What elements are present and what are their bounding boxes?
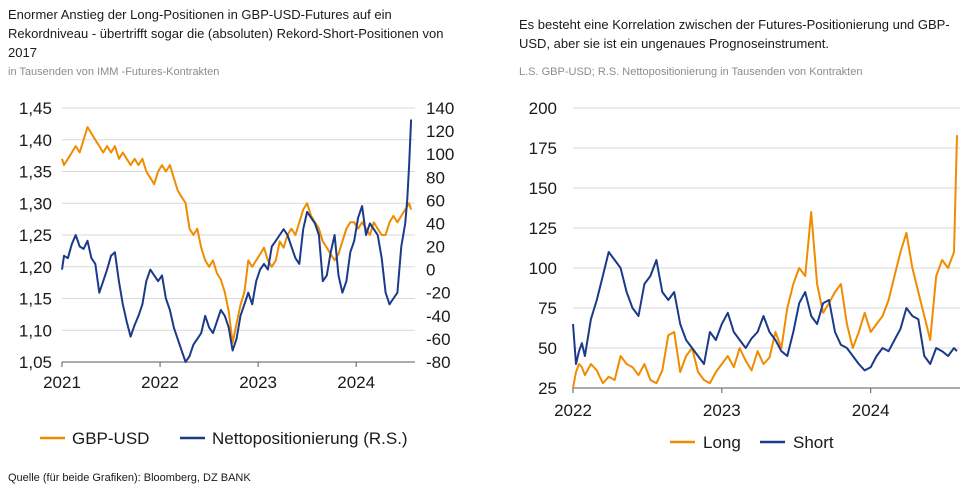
x-tick-label: 2023 [703,401,741,420]
right-chart-subtitle: L.S. GBP-USD; R.S. Nettopositionierung i… [519,66,863,78]
y-right-tick-label: 60 [426,191,445,210]
left-chart: 1,05 1,10 1,15 1,20 1,25 1,30 1,35 1,40 1,45 -80 -… [19,99,454,448]
y-tick-label: 125 [529,219,557,238]
y-right-tick-label: 100 [426,145,454,164]
y-right-tick-label: 80 [426,168,445,187]
right-chart-title: Es besteht eine Korrelation zwischen der… [519,17,950,51]
y-right-tick-label: 40 [426,214,445,233]
y-right-tick-label: 140 [426,99,454,118]
series-line-net-positioning [61,119,413,363]
legend-label: GBP-USD [72,429,149,448]
y-tick-label: 50 [538,339,557,358]
y-left-tick-label: 1,05 [19,353,52,372]
y-right-tick-label: -60 [426,330,451,349]
x-tick-label: 2024 [337,373,375,392]
series-line-short [572,251,958,372]
y-right-tick-label: -80 [426,353,451,372]
y-left-tick-label: 1,10 [19,321,52,340]
y-tick-label: 75 [538,299,557,318]
x-tick-label: 2023 [239,373,277,392]
y-left-tick-label: 1,45 [19,99,52,118]
series-line-long [572,135,958,389]
x-tick-label: 2021 [43,373,81,392]
y-left-tick-label: 1,30 [19,194,52,213]
legend-label: Long [703,433,741,452]
legend-label: Short [793,433,834,452]
y-left-tick-label: 1,20 [19,258,52,277]
legend-label: Nettopositionierung (R.S.) [212,429,408,448]
y-right-tick-label: -20 [426,284,451,303]
y-right-tick-label: 20 [426,238,445,257]
source-note: Quelle (für beide Grafiken): Bloomberg, … [8,472,251,484]
x-tick-label: 2022 [554,401,592,420]
left-chart-subtitle: in Tausenden von IMM -Futures-Kontrakten [8,66,220,78]
y-tick-label: 150 [529,179,557,198]
y-right-tick-label: 120 [426,122,454,141]
y-right-tick-label: -40 [426,307,451,326]
y-tick-label: 25 [538,379,557,398]
y-left-tick-label: 1,25 [19,226,52,245]
right-chart: 25 50 75 100 125 150 175 200 2022 2023 2024 Long Sho… [529,99,960,452]
y-left-tick-label: 1,35 [19,163,52,182]
y-tick-label: 175 [529,139,557,158]
y-left-tick-label: 1,40 [19,131,52,150]
y-tick-label: 100 [529,259,557,278]
y-right-tick-label: 0 [426,261,435,280]
y-left-tick-label: 1,15 [19,290,52,309]
left-chart-title: Enormer Anstieg der Long-Positionen in G… [8,7,444,60]
series-line-gbp-usd [61,126,413,344]
x-tick-label: 2022 [141,373,179,392]
x-tick-label: 2024 [852,401,890,420]
y-tick-label: 200 [529,99,557,118]
